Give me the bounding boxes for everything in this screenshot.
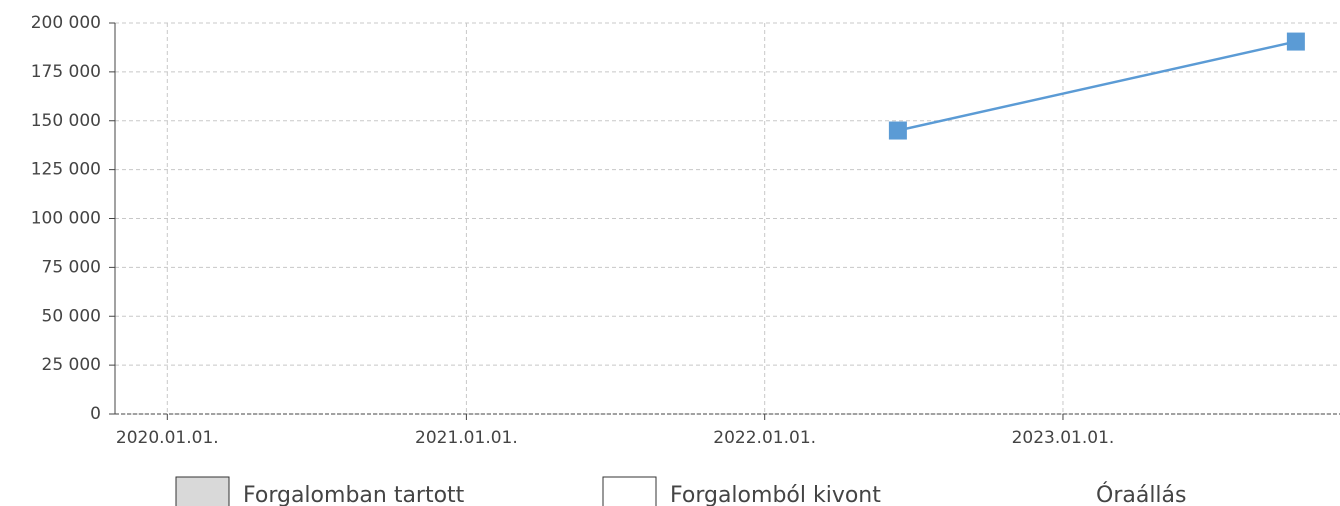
x-tick-label: 2021.01.01. <box>415 428 518 448</box>
y-tick-label: 100 000 <box>31 209 101 229</box>
marker <box>888 121 907 140</box>
y-tick-label: 200 000 <box>31 13 101 33</box>
y-tick-label: 175 000 <box>31 62 101 82</box>
y-tick-label: 75 000 <box>42 257 101 277</box>
x-tick-label: 2023.01.01. <box>1012 428 1115 448</box>
legend-label: Forgalomból kivont <box>670 483 881 506</box>
y-tick-label: 0 <box>90 404 101 424</box>
y-tick-label: 50 000 <box>42 306 101 326</box>
y-tick-label: 150 000 <box>31 111 101 131</box>
legend-label: Óraállás <box>1096 482 1187 506</box>
y-tick-label: 125 000 <box>31 160 101 180</box>
marker <box>1286 32 1305 51</box>
legend-swatch <box>602 476 657 506</box>
x-tick-label: 2022.01.01. <box>713 428 816 448</box>
legend: Forgalomban tartott Forgalomból kivont Óra… <box>175 476 1187 506</box>
legend-label: Forgalomban tartott <box>243 483 465 506</box>
legend-swatch <box>175 476 230 506</box>
y-tick-label: 25 000 <box>42 355 101 375</box>
line <box>897 40 1297 132</box>
x-tick-label: 2020.01.01. <box>116 428 219 448</box>
